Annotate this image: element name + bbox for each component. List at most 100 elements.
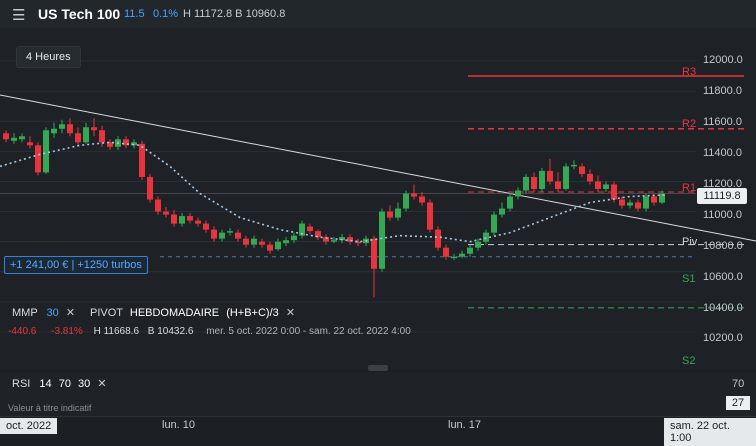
mmp-indicator-tab[interactable]: MMP 30 ✕ [12,306,75,319]
candle-body [635,202,641,209]
rsi-pane[interactable] [0,372,756,416]
candle-body [427,202,433,230]
pivot-r3-label: R3 [682,66,697,78]
trend-line [0,94,756,242]
candle-body [283,240,289,244]
rsi-upper-param: 70 [58,378,71,390]
candle-body [651,196,657,203]
candle-body [371,238,377,269]
time-axis[interactable] [0,416,756,439]
start-date-label: oct. 2022 [0,418,58,434]
candle-body [267,244,273,251]
candle-body [179,216,185,224]
pivot-piv-label: Piv [682,236,698,248]
close-icon[interactable]: ✕ [97,378,107,390]
rsi-legend[interactable]: RSI 14 70 30 ✕ [12,377,107,390]
y-tick: 11600.0 [703,116,742,128]
candle-body [419,196,425,203]
candle-body [147,176,153,200]
position-label[interactable]: +1 241,00 € | +1250 turbos [4,256,148,274]
instrument-header: ☰ US Tech 100 11.5 0.1% H 11172.8 B 1096… [0,0,756,28]
candle-body [219,232,225,239]
candle-body [435,229,441,248]
candle-body [291,235,297,241]
period-change-percent: -3.81% [51,326,83,337]
y-tick: 10200.0 [703,332,743,344]
high-low-values: H 11172.8 B 10960.8 [183,8,286,20]
candle-body [131,142,137,146]
candle-body [475,241,481,248]
timeframe-badge[interactable]: 4 Heures [16,46,81,68]
candle-body [387,211,393,218]
candle-body [347,237,353,242]
rsi-label: RSI [12,378,31,390]
candle-body [51,128,57,134]
candle-body [203,223,209,230]
candle-body [579,166,585,174]
candle-body [603,184,609,189]
candle-body [403,193,409,209]
candle-body [139,143,145,177]
candle-body [83,127,89,143]
candle-body [75,133,81,143]
candle-body [467,247,473,254]
candle-body [499,208,505,215]
price-change-percent: 0.1% [153,8,179,20]
candle-body [411,193,417,197]
candle-body [395,208,401,218]
rsi-note: Valeur à titre indicatif [8,403,92,413]
candle-body [611,184,617,200]
close-icon[interactable]: ✕ [65,307,76,319]
last-price-marker: 11119.8 [697,188,747,204]
candle-body [619,199,625,206]
moving-average-line [0,141,666,243]
candle-body [563,166,569,189]
candle-body [515,190,521,197]
candle-body [3,133,9,140]
candle-body [251,238,257,245]
candle-body [27,142,33,146]
candle-body [299,223,305,236]
x-tick: lun. 10 [162,419,196,431]
y-tick: 12000.0 [703,54,743,66]
candle-body [91,127,97,131]
period-change: -440.6 [8,326,37,337]
candle-body [259,241,265,245]
close-icon[interactable]: ✕ [285,307,296,319]
candle-body [443,247,449,257]
y-tick: 11200.0 [703,178,742,190]
pivot-r2-label: R2 [682,118,697,130]
instrument-title: US Tech 100 [38,6,121,22]
candle-body [379,211,385,269]
price-chart-area[interactable] [0,28,756,370]
period-high: H 11668.6 [93,326,140,337]
candle-body [59,124,65,129]
rsi-lower-param: 30 [78,378,91,390]
hamburger-menu-icon[interactable]: ☰ [12,7,26,24]
pivot-formula: (H+B+C)/3 [226,307,279,319]
pivot-label: PIVOT [90,307,123,319]
candle-body [19,136,25,140]
pane-resize-handle[interactable] [368,365,388,371]
pivot-s2-label: S2 [682,355,696,367]
candle-body [99,130,105,143]
candle-body [355,241,361,244]
cursor-date-label: sam. 22 oct. 1:00 [664,418,756,446]
mmp-label: MMP [12,307,38,319]
pivot-indicator-tab[interactable]: PIVOT HEBDOMADAIRE (H+B+C)/3 ✕ [90,306,295,319]
y-tick: 10600.0 [703,271,743,283]
pivot-s1-label: S1 [682,273,696,285]
candle-body [451,256,457,259]
candle-body [587,173,593,182]
candle-body [659,193,665,203]
candle-body [171,214,177,224]
candle-body [307,226,313,232]
candle-body [595,181,601,189]
candle-body [531,176,537,189]
price-change: 11.5 [124,8,145,20]
candle-body [123,139,129,146]
candle-body [339,237,345,241]
rsi-period: 14 [39,378,52,390]
candle-body [323,237,329,242]
candle-body [483,232,489,242]
